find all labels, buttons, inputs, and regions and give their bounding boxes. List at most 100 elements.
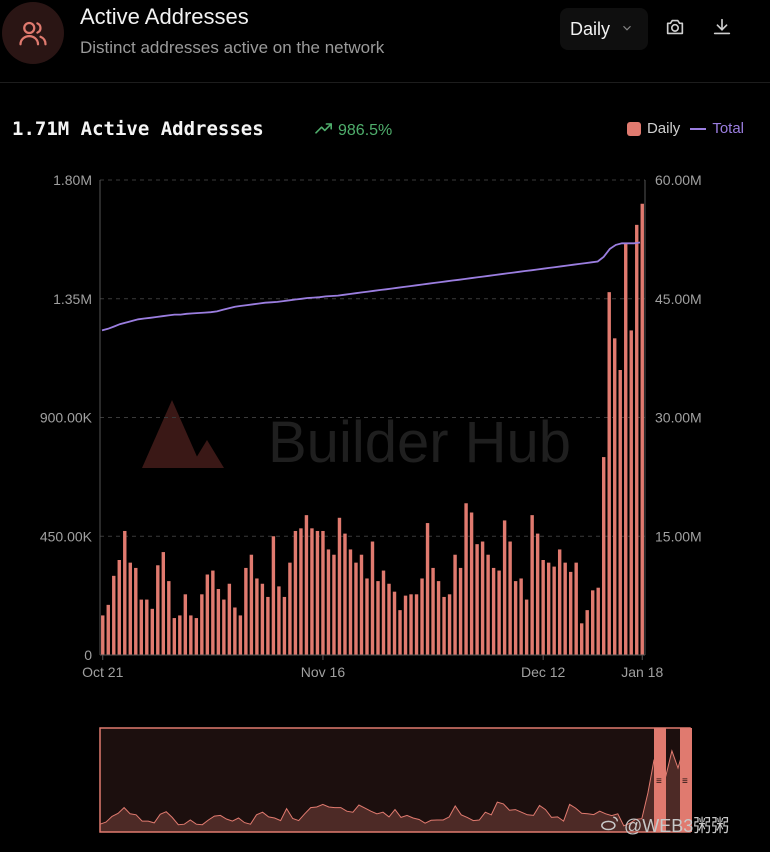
- daily-bar: [591, 590, 595, 655]
- x-tick-label: Oct 21: [82, 664, 123, 680]
- daily-bar: [381, 570, 386, 655]
- period-select-label: Daily: [570, 18, 611, 39]
- daily-bar: [635, 224, 639, 656]
- period-select[interactable]: Daily: [560, 8, 648, 50]
- daily-bar: [585, 610, 589, 655]
- daily-bar: [354, 562, 358, 655]
- page-title: Active Addresses: [80, 4, 249, 29]
- daily-bar: [629, 330, 633, 655]
- y-right-tick-label: 15.00M: [655, 528, 702, 544]
- main-chart[interactable]: Builder Hub 0 450.00K 900.00K 1.35M 1.80M 15.…: [0, 160, 770, 700]
- daily-bar: [189, 615, 193, 655]
- daily-bar: [376, 581, 380, 655]
- daily-bar: [326, 549, 331, 655]
- daily-bar: [315, 530, 320, 655]
- daily-bars: [101, 203, 644, 656]
- daily-bar: [403, 595, 408, 656]
- axes: 0 450.00K 900.00K 1.35M 1.80M 15.00M 30.00M 45.…: [40, 172, 702, 680]
- daily-bar: [249, 554, 254, 655]
- daily-bar: [464, 503, 468, 655]
- daily-bar: [183, 594, 188, 655]
- change-indicator: 986.5%: [314, 120, 392, 141]
- daily-bar: [574, 562, 578, 655]
- daily-bar: [618, 370, 622, 655]
- daily-bar: [513, 581, 518, 655]
- x-tick-label: Dec 12: [521, 664, 566, 680]
- daily-bar: [431, 567, 435, 655]
- daily-bar: [552, 566, 556, 655]
- chart-legend: Daily Total: [626, 120, 744, 137]
- screenshot-button[interactable]: [662, 16, 688, 42]
- y-left-tick-label: 0: [84, 647, 92, 663]
- daily-bar: [128, 562, 132, 655]
- daily-bar: [134, 567, 138, 655]
- daily-bar: [277, 586, 281, 655]
- trending-up-icon: [314, 120, 334, 141]
- daily-bar: [167, 581, 171, 655]
- daily-bar: [282, 596, 287, 655]
- camera-icon: [664, 16, 686, 43]
- daily-bar: [117, 560, 121, 655]
- daily-bar: [101, 615, 105, 655]
- daily-bar: [244, 567, 248, 655]
- daily-bar: [568, 571, 573, 656]
- brush-handle-left[interactable]: [654, 728, 666, 832]
- daily-bar: [480, 541, 485, 655]
- daily-bar: [343, 533, 347, 655]
- daily-bar: [227, 583, 232, 655]
- daily-bar: [453, 554, 457, 655]
- daily-bar: [624, 243, 628, 655]
- daily-bar: [607, 292, 611, 655]
- daily-bar: [222, 599, 226, 655]
- daily-bar: [337, 517, 342, 655]
- daily-bar: [442, 596, 446, 655]
- daily-bar: [497, 570, 501, 655]
- daily-bar: [150, 608, 154, 655]
- chevron-down-icon: [620, 19, 634, 40]
- legend-item-daily[interactable]: Daily: [626, 120, 680, 137]
- daily-bar: [425, 523, 430, 655]
- download-icon: [711, 16, 733, 43]
- daily-bar: [508, 541, 512, 655]
- x-tick-label: Jan 18: [621, 664, 663, 680]
- daily-bar: [365, 578, 369, 655]
- total-series-line: [101, 241, 641, 332]
- daily-bar: [469, 512, 474, 655]
- daily-bar: [475, 544, 479, 655]
- grid: [100, 179, 645, 537]
- background-watermark: Builder Hub: [142, 400, 571, 475]
- daily-bar: [304, 515, 309, 655]
- legend-item-total[interactable]: Total: [690, 120, 744, 137]
- daily-bar: [387, 583, 391, 655]
- download-button[interactable]: [709, 16, 735, 42]
- daily-bar: [546, 562, 551, 655]
- daily-bar: [535, 533, 540, 655]
- daily-bar: [596, 587, 600, 655]
- daily-bar: [238, 615, 243, 655]
- daily-bar: [260, 583, 265, 655]
- daily-bar: [106, 604, 110, 655]
- daily-bar: [398, 610, 402, 655]
- y-right-tick-label: 45.00M: [655, 291, 702, 307]
- daily-bar: [271, 536, 276, 655]
- daily-bar: [420, 578, 424, 655]
- legend-label-total: Total: [712, 120, 744, 137]
- grip-icon: ≡: [682, 776, 688, 787]
- daily-bar: [541, 560, 545, 655]
- y-right-tick-label: 30.00M: [655, 410, 702, 426]
- users-icon: [2, 2, 64, 64]
- y-left-tick-label: 1.35M: [53, 291, 92, 307]
- daily-bar: [211, 570, 215, 655]
- daily-bar: [486, 554, 490, 655]
- daily-bar: [414, 594, 419, 655]
- brush-series: [99, 742, 691, 833]
- daily-bar: [524, 599, 529, 655]
- brush-handle-right[interactable]: [680, 728, 692, 832]
- daily-bar: [321, 530, 325, 655]
- page-subtitle: Distinct addresses active on the network: [80, 38, 385, 57]
- daily-bar: [640, 203, 644, 655]
- daily-bar: [288, 562, 292, 655]
- daily-bar: [255, 578, 259, 655]
- daily-bar: [233, 607, 237, 655]
- range-brush[interactable]: ≡ ≡: [0, 720, 770, 852]
